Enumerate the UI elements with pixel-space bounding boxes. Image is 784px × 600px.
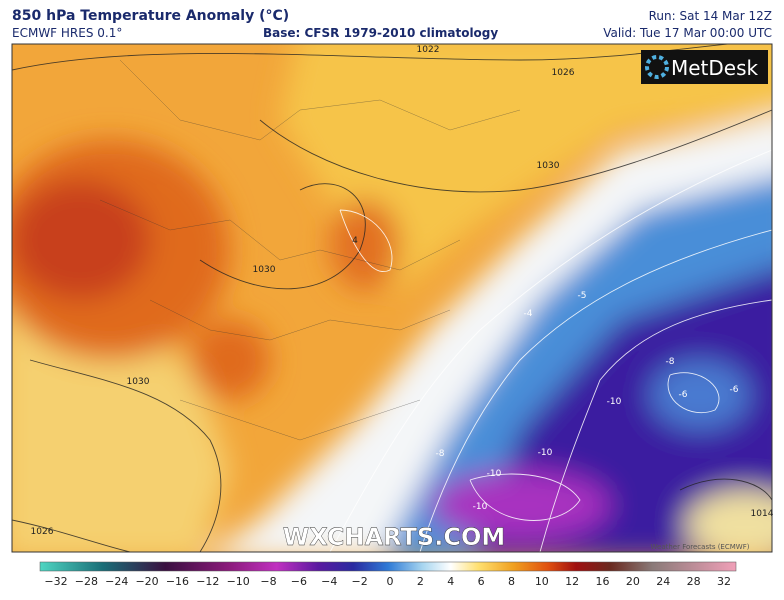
credit: Weather Forecasts (ECMWF) [651, 543, 750, 551]
base: Base: CFSR 1979-2010 climatology [263, 26, 499, 40]
contour-label: 4 [352, 236, 358, 246]
colorbar-label: 8 [508, 575, 515, 588]
colorbar-label: −2 [352, 575, 368, 588]
colorbar-label: −24 [105, 575, 128, 588]
logo-box [641, 50, 768, 84]
contour-label: -10 [473, 502, 488, 512]
contour-label: 1030 [537, 161, 560, 171]
contour-label: 1014 [751, 509, 774, 519]
run: Run: Sat 14 Mar 12Z [648, 9, 772, 23]
contour-label: -6 [730, 385, 739, 395]
contour-label: -8 [436, 449, 445, 459]
contour-label: 1026 [31, 527, 54, 537]
colorbar-label: 2 [417, 575, 424, 588]
colorbar-label: −12 [196, 575, 219, 588]
model: ECMWF HRES 0.1° [12, 26, 123, 40]
colorbar-label: 32 [717, 575, 731, 588]
colorbar [39, 561, 737, 572]
contour-label: -10 [487, 469, 502, 479]
colorbar-label: 28 [687, 575, 701, 588]
colorbar-label: −6 [291, 575, 307, 588]
contour-label: 1022 [417, 45, 440, 55]
watermark: WXCHARTS.COM [283, 523, 505, 551]
colorbar-label: −32 [44, 575, 67, 588]
colorbar-label: 0 [387, 575, 394, 588]
colorbar-label: 10 [535, 575, 549, 588]
contour-label: -4 [524, 309, 533, 319]
logo-icon [645, 55, 669, 79]
contour-label: -6 [679, 390, 688, 400]
colorbar-label: −4 [321, 575, 337, 588]
colorbar-label: 20 [626, 575, 640, 588]
valid: Valid: Tue 17 Mar 00:00 UTC [603, 26, 772, 40]
title: 850 hPa Temperature Anomaly (°C) [12, 8, 290, 24]
colorbar-label: −28 [75, 575, 98, 588]
colorbar-label: 12 [565, 575, 579, 588]
colorbar-label: −8 [260, 575, 276, 588]
colorbar-label: 24 [656, 575, 670, 588]
contour-label: 1030 [253, 265, 276, 275]
contour-label: 1030 [127, 377, 150, 387]
map-field [12, 44, 772, 552]
contour-label: -8 [666, 357, 675, 367]
colorbar-label: −10 [227, 575, 250, 588]
contour-label: -10 [538, 448, 553, 458]
contour-label: 1026 [552, 68, 575, 78]
colorbar-label: 4 [447, 575, 454, 588]
colorbar-label: 6 [478, 575, 485, 588]
colorbar-label: 16 [596, 575, 610, 588]
colorbar-label: −20 [135, 575, 158, 588]
logo: MetDesk [671, 56, 759, 80]
colorbar-label: −16 [166, 575, 189, 588]
contour-label: -5 [578, 291, 587, 301]
contour-label: -10 [607, 397, 622, 407]
